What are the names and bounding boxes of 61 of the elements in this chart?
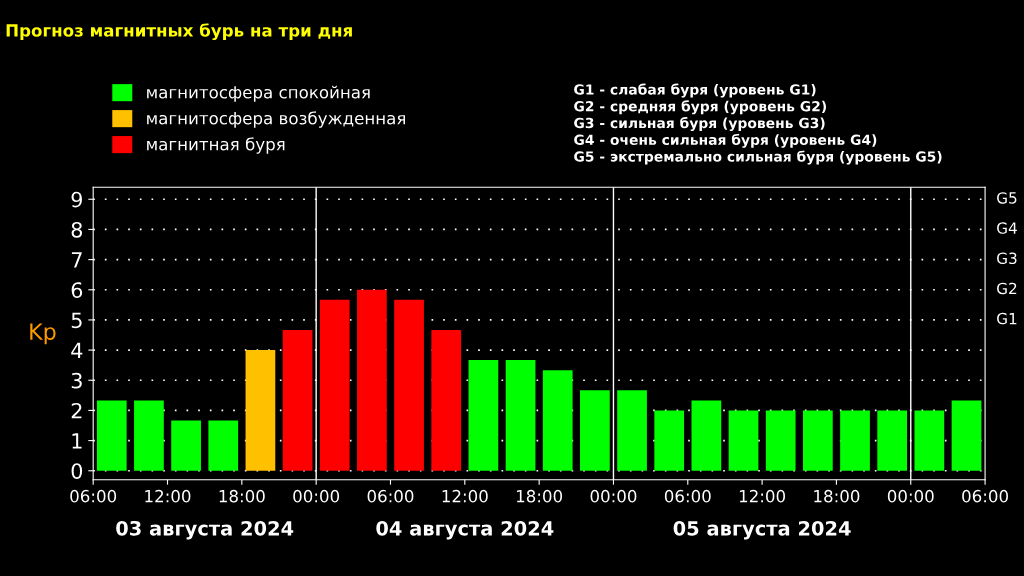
bar [617,390,647,471]
y-tick-label: 5 [71,312,82,329]
x-tick-label: 18:00 [219,489,265,503]
text: 05 августа 2024 [673,520,851,540]
legend-label: магнитосфера спокойная [147,85,370,102]
bar [542,370,573,471]
x-tick-label: 12:00 [442,489,488,503]
bar [319,299,350,471]
bar [654,410,685,471]
text: 03 августа 2024 [116,520,294,540]
y-tick-label: 4 [71,342,83,359]
y-axis-title: Kp [30,323,56,345]
x-tick-label: 06:00 [664,489,711,503]
text: G1 [997,312,1017,325]
legend-label: магнитосфера возбужденная [147,111,405,128]
text: G2 [997,282,1017,295]
y-tick-label: 1 [72,433,82,449]
bar [208,420,239,471]
x-tick-label: 06:00 [962,489,1008,503]
x-tick-label: 06:00 [367,489,414,503]
bar [245,350,276,471]
y-tick-label: 2 [71,402,82,419]
y-tick-label: 6 [71,282,83,298]
bar [282,329,313,471]
text: G3 [997,252,1017,265]
bar [840,410,870,471]
x-tick-label: 00:00 [590,489,637,503]
bar [765,410,796,471]
x-tick-label: 12:00 [145,489,191,503]
bar [691,400,722,471]
bar [431,329,462,471]
legend-label: магнитная буря [147,137,285,154]
x-tick-label: 00:00 [293,489,340,503]
text: G4 [997,222,1017,234]
y-tick-label: 9 [71,191,82,208]
y-tick-label: 3 [71,372,82,389]
bar [951,400,982,471]
x-tick-label: 18:00 [814,489,860,503]
x-tick-label: 12:00 [739,489,786,503]
y-tick-label: 8 [71,221,83,238]
bar [134,400,164,471]
bar [96,400,127,471]
text: G1 - слабая буря (уровень G1) G2 - средняя буря (уровень G2) G3 - сильная буря (уровень G3) G4 - очень сильная буря (уровень G4) G5 - экстремально сильная буря (уровень G5) [574,83,942,165]
bar [505,360,536,471]
bar [357,289,387,471]
y-tick-label: 0 [71,463,83,479]
bar [468,360,499,471]
bar [580,390,610,471]
x-tick-label: 06:00 [70,489,117,503]
chart-title: Прогноз магнитных бурь на три дня [6,23,352,41]
bar [394,299,424,471]
bar [171,420,201,471]
text: 04 августа 2024 [376,520,554,540]
y-tick-label: 7 [71,252,82,268]
x-tick-label: 00:00 [887,489,934,503]
bar [728,410,759,471]
text: G5 [997,192,1017,204]
x-tick-label: 18:00 [516,489,563,503]
bar [914,410,945,471]
bar [802,410,833,471]
bar [877,410,908,471]
